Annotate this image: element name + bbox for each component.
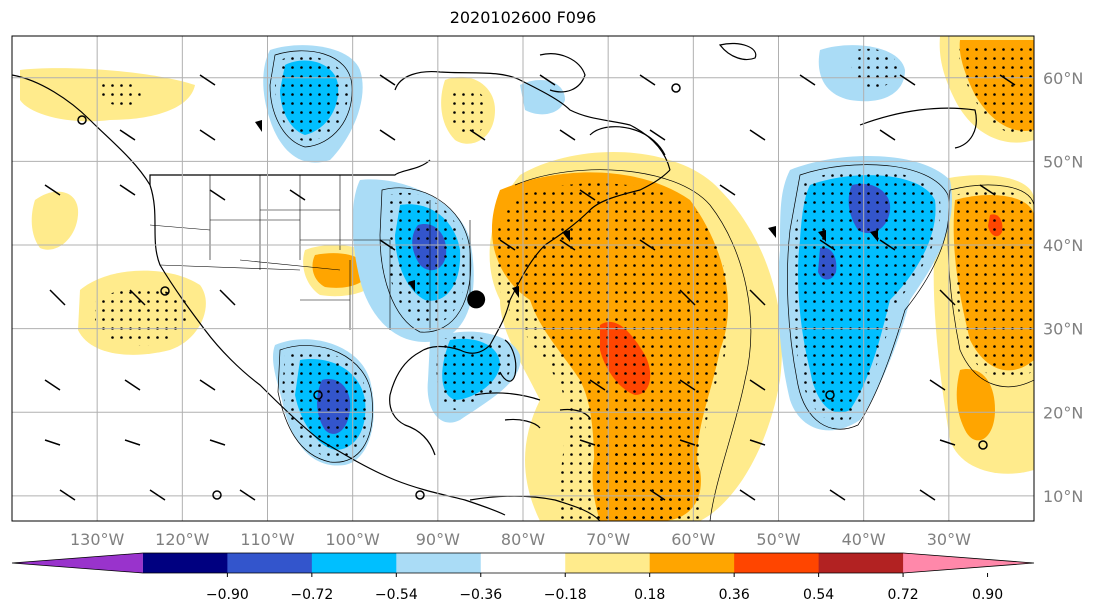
colorbar-label: 0.72 xyxy=(887,587,918,603)
colorbar-segment xyxy=(734,553,820,573)
latitude-label: 10°N xyxy=(1043,487,1083,506)
longitude-label: 120°W xyxy=(155,530,210,549)
colorbar-label: 0.18 xyxy=(634,587,665,603)
colorbar xyxy=(11,552,1035,574)
latitude-labels: 60°N 50°N 40°N 30°N 20°N 10°N xyxy=(1043,69,1083,506)
longitude-label: 70°W xyxy=(586,530,630,549)
longitude-label: 30°W xyxy=(927,530,971,549)
wind-barb-flags xyxy=(255,120,878,298)
wind-barbs xyxy=(44,74,1016,501)
colorbar-segment xyxy=(565,553,651,573)
latitude-label: 60°N xyxy=(1043,69,1083,88)
state-borders xyxy=(149,175,471,330)
coastlines xyxy=(12,42,977,521)
colorbar-segment xyxy=(480,553,566,573)
colorbar-label: 0.36 xyxy=(719,587,750,603)
colorbar-labels: −0.90 −0.72 −0.54 −0.36 −0.18 0.18 0.36 0.54 0.7… xyxy=(206,573,1003,603)
longitude-labels: 130°W 120°W 110°W 100°W 90°W 80°W 70°W 60°W 50°W… xyxy=(70,530,971,549)
significance-stippling xyxy=(95,45,1034,521)
anomaly-contours xyxy=(269,50,1034,521)
colorbar-label: −0.90 xyxy=(206,587,249,603)
colorbar-segment xyxy=(903,553,1034,573)
colorbar-segment xyxy=(396,553,482,573)
latitude-label: 20°N xyxy=(1043,403,1083,422)
positive-anomaly-core-gulf xyxy=(312,253,368,288)
longitude-label: 110°W xyxy=(240,530,295,549)
positive-anomaly-core-atlantic-south xyxy=(956,369,995,441)
gridlines xyxy=(12,36,1034,521)
negative-anomaly-region-labrador xyxy=(520,80,565,115)
longitude-label: 40°W xyxy=(842,530,886,549)
longitude-label: 60°W xyxy=(671,530,715,549)
calm-wind-circles xyxy=(77,83,988,500)
latitude-label: 40°N xyxy=(1043,236,1083,255)
latitude-label: 30°N xyxy=(1043,320,1083,339)
colorbar-segment xyxy=(311,553,397,573)
map-area xyxy=(12,36,1034,521)
colorbar-segment xyxy=(818,553,904,573)
latitude-label: 50°N xyxy=(1043,152,1083,171)
colorbar-label: −0.18 xyxy=(544,587,587,603)
colorbar-label: −0.36 xyxy=(459,587,502,603)
longitude-label: 90°W xyxy=(416,530,460,549)
longitude-label: 130°W xyxy=(70,530,125,549)
colorbar-label: 0.90 xyxy=(972,587,1003,603)
colorbar-outline xyxy=(11,552,1035,574)
longitude-label: 80°W xyxy=(501,530,545,549)
map-frame xyxy=(11,35,1035,522)
colorbar-segment xyxy=(142,553,228,573)
longitude-label: 50°W xyxy=(756,530,800,549)
colorbar-label: −0.72 xyxy=(290,587,333,603)
location-marker xyxy=(467,290,486,309)
positive-anomaly-region-west xyxy=(31,191,79,250)
colorbar-label: 0.54 xyxy=(803,587,834,603)
colorbar-segment xyxy=(649,553,735,573)
colorbar-segment xyxy=(227,553,313,573)
map-title: 2020102600 F096 xyxy=(449,8,597,27)
longitude-label: 100°W xyxy=(325,530,380,549)
colorbar-segment xyxy=(12,553,143,573)
colorbar-label: −0.54 xyxy=(375,587,418,603)
